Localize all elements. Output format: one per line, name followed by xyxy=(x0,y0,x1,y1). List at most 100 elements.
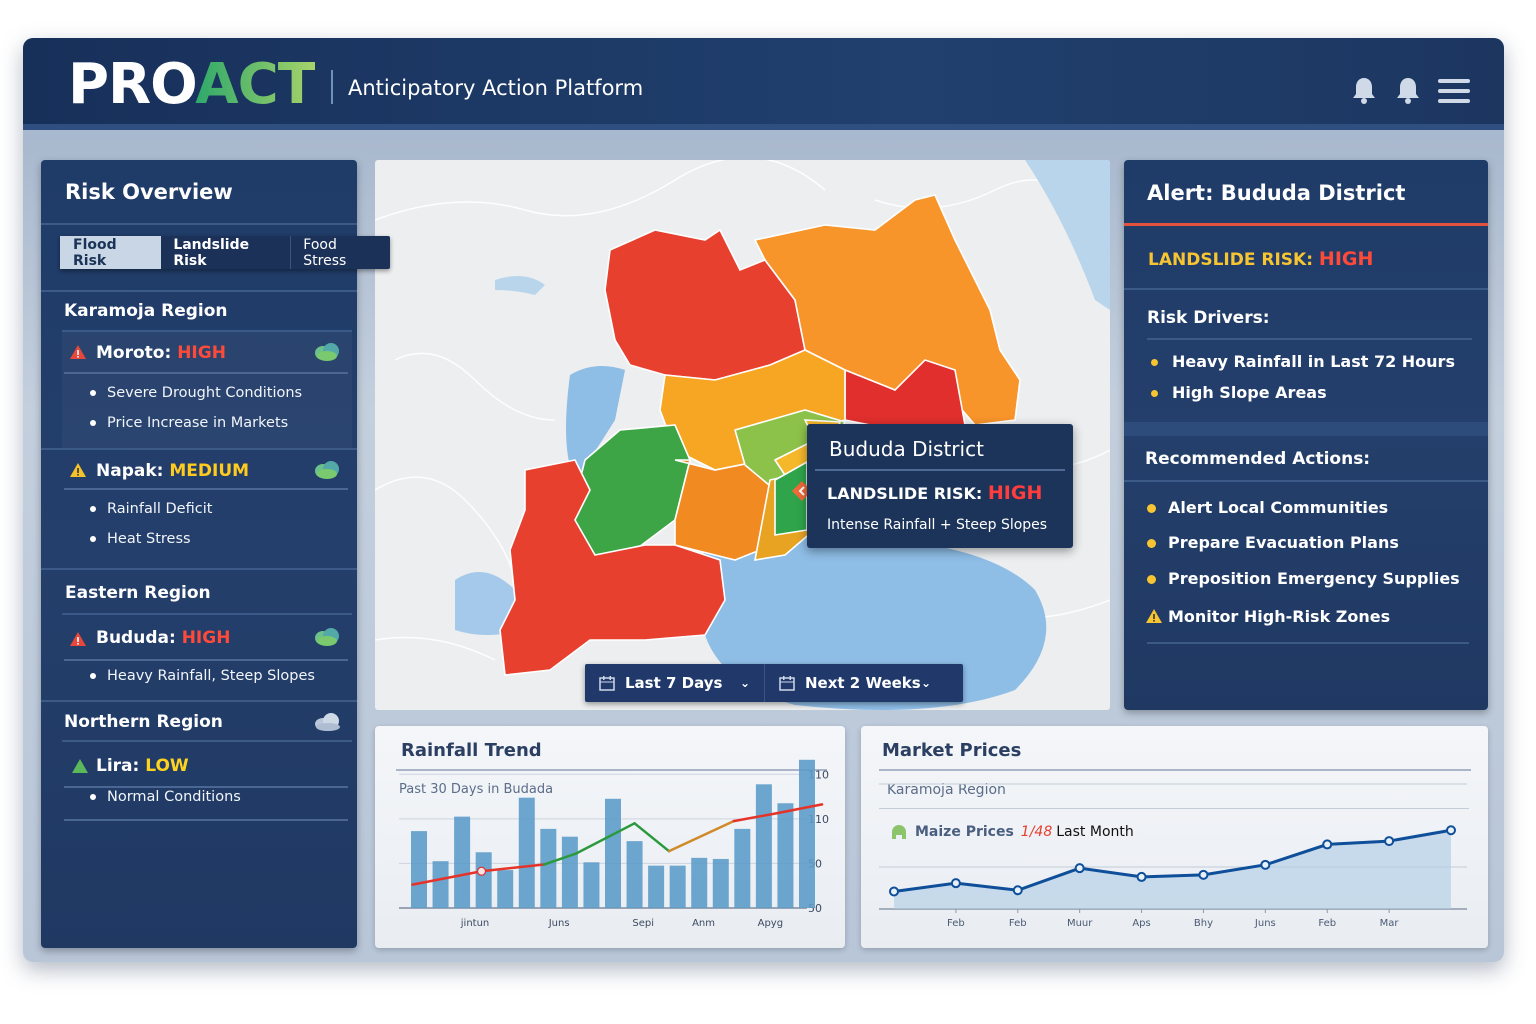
district-card-bududa[interactable]: Bududa: HIGH Heavy Rainfall, Steep Slope… xyxy=(62,615,352,699)
tab-flood-risk[interactable]: Flood Risk xyxy=(60,236,162,269)
district-card-napak[interactable]: Napak: MEDIUM Rainfall Deficit Heat Stre… xyxy=(62,450,352,566)
cloud-icon xyxy=(315,713,340,731)
rainfall-bar xyxy=(605,798,621,908)
top-header: PROACT Anticipatory Action Platform xyxy=(23,38,1504,130)
district-name: Napak: xyxy=(96,461,170,481)
x-tick-label: Bhy xyxy=(1194,918,1213,929)
x-tick-label: Sepi xyxy=(632,918,654,929)
warning-icon xyxy=(1146,609,1162,623)
bell-icon[interactable] xyxy=(1350,76,1378,106)
rainfall-bar xyxy=(518,797,535,908)
chart-subtitle: Past 30 Days in Budada xyxy=(399,782,554,797)
past-range-dropdown[interactable]: Last 7 Days ⌄ xyxy=(585,664,765,702)
x-tick-label: Juns xyxy=(1254,918,1276,929)
tab-landslide-risk[interactable]: Landslide Risk xyxy=(173,236,250,269)
x-tick-label: Feb xyxy=(1318,918,1336,929)
district-polygons xyxy=(499,194,1021,676)
header-divider xyxy=(331,70,333,104)
price-point xyxy=(889,886,899,897)
rainfall-bar xyxy=(669,865,686,908)
rainfall-bar xyxy=(648,865,665,908)
tooltip-detail: Intense Rainfall + Steep Slopes xyxy=(827,517,1048,533)
risk-overview-panel: Risk Overview Karamoja Region Moroto: HI… xyxy=(41,160,357,948)
trend-line-segment xyxy=(575,822,636,855)
district-card-moroto[interactable]: Moroto: HIGH Severe Drought Conditions P… xyxy=(62,332,352,448)
alert-risk-label: LANDSLIDE RISK: xyxy=(1148,250,1319,270)
recommended-actions-heading: Recommended Actions: xyxy=(1145,449,1371,469)
platform-subtitle: Anticipatory Action Platform xyxy=(348,76,644,100)
rainfall-trend-card: Rainfall Trend Past 30 Days in Budada 50… xyxy=(375,726,845,948)
legend-label: Maize Prices xyxy=(915,824,1014,840)
status-triangle-icon xyxy=(72,759,88,773)
district-card-lira[interactable]: Lira: LOW Normal Conditions xyxy=(62,742,352,822)
region-east-high xyxy=(844,359,966,431)
lake-turkana xyxy=(1025,160,1110,310)
tab-food-stress[interactable]: Food Stress xyxy=(290,236,390,269)
rainfall-bar xyxy=(626,841,643,908)
trend-line-segment xyxy=(732,812,779,823)
market-chart: Feb Feb Muur Aps Bhy Juns Feb Mar xyxy=(879,783,1467,929)
rainfall-bar xyxy=(432,861,449,908)
alert-title: Alert: Bududa District xyxy=(1147,181,1406,205)
rainfall-bar xyxy=(734,828,751,908)
price-line xyxy=(893,828,1452,893)
district-name: Lira: xyxy=(96,756,146,776)
chart-legend: Maize Prices 1/48 Last Month xyxy=(891,824,1134,840)
district-name: Moroto: xyxy=(96,343,178,363)
legend-change: 1/48 xyxy=(1020,824,1053,840)
price-point xyxy=(1198,869,1209,880)
date-filter-bar: Last 7 Days ⌄ Next 2 Weeks ⌄ xyxy=(585,664,963,702)
action-item[interactable]: Prepare Evacuation Plans xyxy=(1147,533,1399,552)
x-tick-label: jintun xyxy=(460,918,490,929)
cloud-icon xyxy=(315,628,339,646)
risk-level: MEDIUM xyxy=(169,461,250,481)
chevron-down-icon: ⌄ xyxy=(739,676,750,690)
hamburger-menu-icon[interactable] xyxy=(1438,78,1470,104)
price-point xyxy=(950,878,961,889)
trend-line-segment xyxy=(542,852,578,866)
bullet-item: Price Increase in Markets xyxy=(90,415,288,431)
water-body xyxy=(495,276,545,295)
chart-subtitle: Karamoja Region xyxy=(887,782,1006,798)
tooltip-title: Bududa District xyxy=(829,437,984,461)
rainfall-chart: 5050110110jintunJunsSepiAnmApyg xyxy=(399,759,829,929)
bullet-item: Severe Drought Conditions xyxy=(90,385,302,401)
x-tick-label: Feb xyxy=(1009,918,1027,929)
x-tick-label: Muur xyxy=(1067,918,1093,929)
tooltip-risk-label: LANDSLIDE RISK: xyxy=(827,484,988,503)
region-heading-karamoja: Karamoja Region xyxy=(64,301,228,321)
risk-drivers-heading: Risk Drivers: xyxy=(1147,308,1270,328)
warning-icon xyxy=(70,632,86,646)
price-point xyxy=(1260,859,1271,870)
rainfall-bar xyxy=(777,803,794,908)
legend-period: Last Month xyxy=(1056,824,1134,840)
notification-bell-icon[interactable] xyxy=(1394,76,1422,106)
proact-logo[interactable]: PROACT xyxy=(68,52,316,117)
chart-title: Market Prices xyxy=(882,740,1022,761)
forecast-range-dropdown[interactable]: Next 2 Weeks ⌄ xyxy=(765,664,955,702)
price-point xyxy=(1074,863,1085,874)
panel-title: Risk Overview xyxy=(65,180,233,204)
lake-albert xyxy=(566,366,625,480)
price-point xyxy=(1384,836,1395,847)
driver-item: High Slope Areas xyxy=(1151,383,1327,402)
alert-risk-level: HIGH xyxy=(1318,248,1374,270)
action-item[interactable]: Monitor High-Risk Zones xyxy=(1168,607,1391,626)
section-divider xyxy=(1124,422,1488,436)
action-item[interactable]: Alert Local Communities xyxy=(1147,498,1388,517)
x-tick-label: Mar xyxy=(1380,918,1400,929)
bullet-item: Rainfall Deficit xyxy=(90,501,212,517)
trend-point xyxy=(476,866,487,876)
cloud-icon xyxy=(315,343,339,361)
trend-line-segment xyxy=(411,869,483,886)
map-tooltip: Bududa District LANDSLIDE RISK: HIGH Int… xyxy=(807,424,1073,548)
rainfall-bar xyxy=(799,759,815,908)
trend-line-segment xyxy=(775,803,824,815)
tooltip-risk-level: HIGH xyxy=(987,482,1043,504)
rainfall-bar xyxy=(454,816,471,908)
rainfall-bar xyxy=(561,836,578,908)
district-name: Bududa: xyxy=(96,628,182,648)
action-item[interactable]: Preposition Emergency Supplies xyxy=(1147,569,1460,588)
risk-level: HIGH xyxy=(181,628,231,648)
alert-accent-line xyxy=(1124,223,1488,226)
